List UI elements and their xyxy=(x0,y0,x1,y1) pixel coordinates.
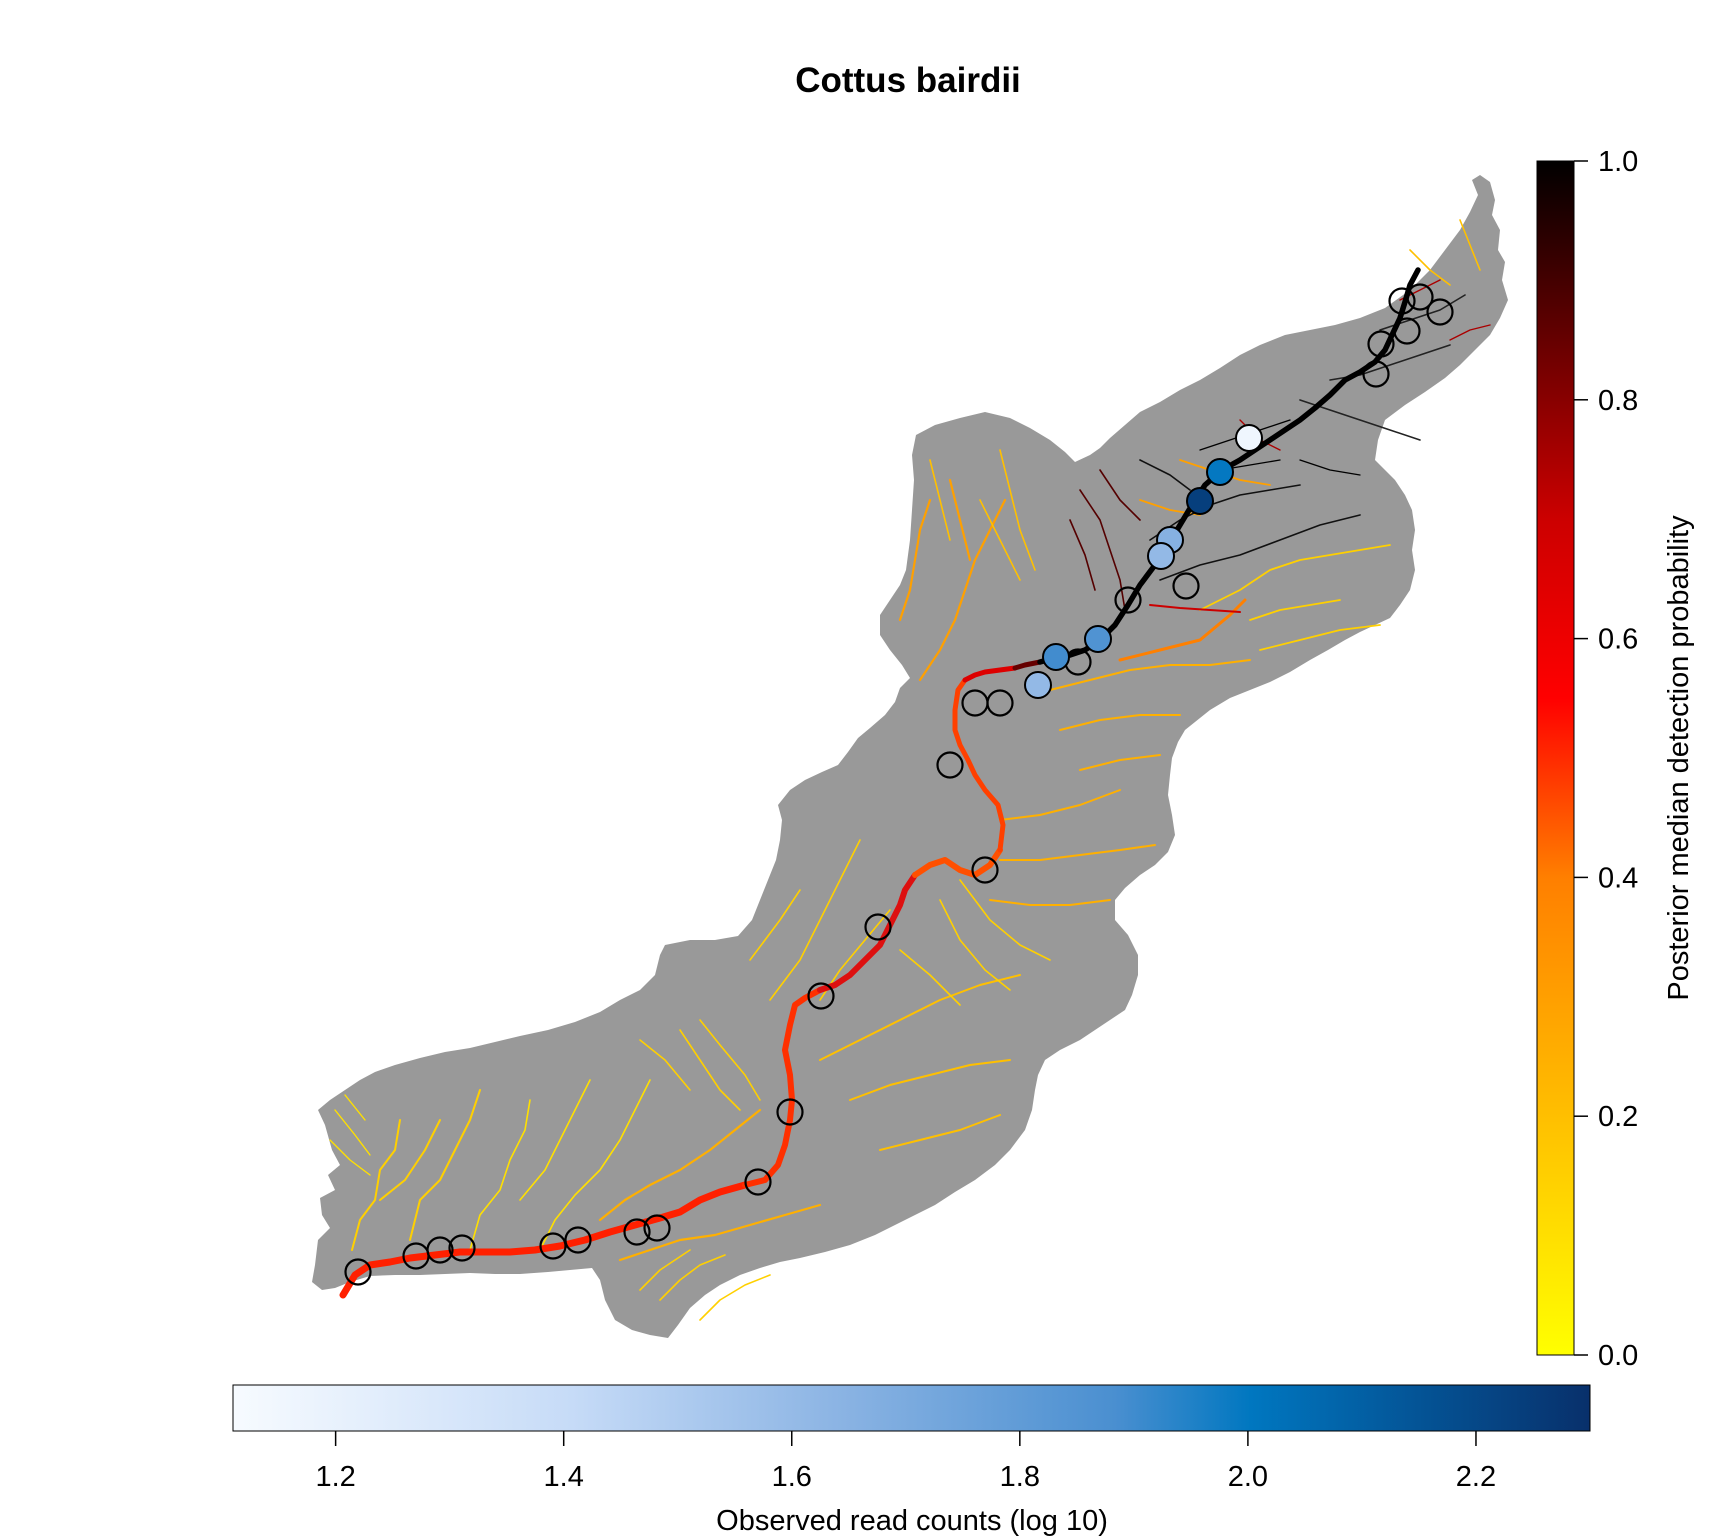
read-site-marker xyxy=(1186,487,1214,515)
empty-site-marker xyxy=(1388,287,1416,315)
empty-site-marker xyxy=(1367,330,1395,358)
probability-axis-title: Posterior median detection probability xyxy=(1663,515,1695,1001)
empty-site-marker xyxy=(1172,572,1200,600)
read-site-marker xyxy=(1024,671,1052,699)
empty-site-marker xyxy=(776,1098,804,1126)
reads-tick-label: 1.4 xyxy=(544,1461,584,1493)
reads-tick-label: 1.6 xyxy=(772,1461,812,1493)
reads-colorbar: 1.2 1.4 1.6 1.8 2.0 2.2 Observed read counts … xyxy=(232,1384,1591,1536)
watershed-basin xyxy=(312,175,1508,1338)
reads-tick-label: 2.0 xyxy=(1228,1461,1268,1493)
empty-site-marker xyxy=(643,1214,671,1242)
read-site-markers xyxy=(1024,424,1263,699)
empty-site-marker xyxy=(807,982,835,1010)
probability-tick-label: 1.0 xyxy=(1598,146,1638,178)
reads-gradient xyxy=(232,1384,1591,1432)
empty-site-marker xyxy=(1426,298,1454,326)
empty-site-marker xyxy=(1114,586,1142,614)
reads-axis-title: Observed read counts (log 10) xyxy=(716,1505,1108,1536)
empty-site-marker xyxy=(1406,283,1434,311)
read-site-marker xyxy=(1147,542,1175,570)
empty-site-marker xyxy=(744,1168,772,1196)
empty-site-marker xyxy=(426,1236,454,1264)
probability-tick-label: 0.2 xyxy=(1598,1101,1638,1133)
read-site-marker xyxy=(1235,424,1263,452)
empty-site-marker xyxy=(864,913,892,941)
empty-site-marker xyxy=(539,1232,567,1260)
empty-site-marker xyxy=(971,856,999,884)
reads-tick-label: 1.8 xyxy=(1000,1461,1040,1493)
probability-tick-label: 0.4 xyxy=(1598,862,1638,894)
empty-site-marker xyxy=(623,1218,651,1246)
empty-site-marker xyxy=(448,1234,476,1262)
empty-site-markers xyxy=(344,283,1454,1286)
probability-tick-label: 0.6 xyxy=(1598,624,1638,656)
read-site-marker xyxy=(1206,458,1234,486)
chart-title: Cottus bairdii xyxy=(795,61,1021,100)
empty-site-marker xyxy=(564,1226,592,1254)
probability-tick-label: 0.0 xyxy=(1598,1340,1638,1372)
empty-site-marker xyxy=(1393,317,1421,345)
empty-site-marker xyxy=(1362,360,1390,388)
probability-gradient xyxy=(1536,160,1575,1356)
reads-ticks: 1.2 1.4 1.6 1.8 2.0 2.2 xyxy=(315,1431,1496,1493)
tributaries-low-probability xyxy=(329,219,1481,1321)
empty-site-marker xyxy=(936,751,964,779)
probability-tick-label: 0.8 xyxy=(1598,385,1638,417)
reads-tick-label: 2.2 xyxy=(1456,1461,1496,1493)
main-stem xyxy=(339,267,1421,1299)
probability-ticks: 0.0 0.2 0.4 0.6 0.8 1.0 xyxy=(1574,146,1638,1372)
read-site-marker xyxy=(1084,625,1112,653)
empty-site-marker xyxy=(344,1258,372,1286)
probability-colorbar: 0.0 0.2 0.4 0.6 0.8 1.0 Posterior median dete… xyxy=(1536,146,1695,1372)
reads-tick-label: 1.2 xyxy=(315,1461,355,1493)
read-site-marker xyxy=(1042,643,1070,671)
empty-site-marker xyxy=(986,689,1014,717)
